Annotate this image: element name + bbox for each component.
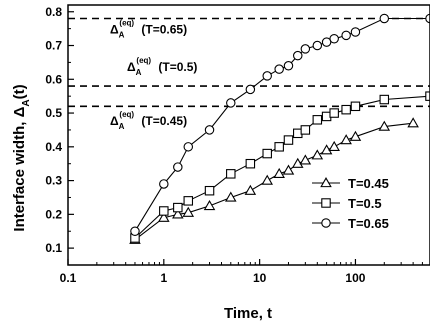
data-point-circle (300, 44, 311, 54)
data-point-circle (312, 40, 323, 51)
data-point-square (262, 148, 272, 159)
y-axis-title: Interface width, ΔA(t) (11, 84, 32, 231)
plot-frame (67, 4, 430, 266)
data-point-circle (341, 30, 351, 41)
data-point-triangle (182, 206, 195, 217)
data-point-triangle (349, 130, 362, 141)
legend-label: T=0.5 (348, 196, 382, 211)
legend-item: T=0.45 (312, 176, 389, 191)
data-point-square (350, 101, 361, 112)
data-point-circle (379, 13, 390, 24)
y-tick-label: 0.1 (45, 241, 62, 255)
reference-label-symbol: Δ (127, 60, 136, 74)
data-point-triangle (172, 208, 184, 219)
data-point-square (379, 94, 390, 105)
x-tick-label: 0.1 (60, 271, 77, 285)
reference-line-label: ΔA (eq) (T=0.45) (110, 110, 187, 131)
y-tick-label: 0.2 (45, 207, 62, 221)
y-tick-label: 0.3 (45, 174, 62, 188)
reference-lines: ΔA(eq) (T=0.65)ΔA(eq) (T=0.5)ΔA(eq) (T=0… (68, 17, 430, 131)
reference-line-label: ΔA (eq) (T=0.65) (110, 19, 187, 40)
data-point-triangle (273, 167, 285, 179)
reference-label-sub: A (119, 31, 125, 40)
reference-label-sub: A (136, 68, 142, 77)
data-point-triangle (340, 134, 352, 145)
legend-label: T=0.45 (348, 176, 389, 191)
reference-label-sub: A (119, 122, 125, 131)
y-tick-label: 0.5 (45, 106, 62, 120)
y-tick-label: 0.8 (45, 5, 62, 19)
data-point-square (283, 135, 294, 145)
data-point-square (204, 185, 215, 196)
reference-label-suffix: (T=0.65) (138, 23, 187, 37)
data-point-triangle (282, 164, 295, 175)
data-point-square (183, 196, 194, 206)
data-point-circle (173, 162, 183, 172)
data-point-square (274, 142, 284, 152)
data-point-circle (226, 98, 236, 108)
data-point-triangle (320, 144, 333, 155)
legend-item: T=0.5 (312, 196, 382, 211)
data-point-triangle (407, 117, 419, 128)
data-point-circle (245, 84, 256, 95)
reference-label-symbol: Δ (110, 23, 119, 37)
data-point-triangle (158, 211, 170, 222)
reference-label-symbol: Δ (110, 114, 119, 128)
data-point-circle (321, 218, 331, 228)
data-point-square (173, 202, 183, 213)
x-tick-label: 1 (160, 271, 167, 285)
data-point-triangle (291, 157, 304, 168)
data-point-triangle (203, 199, 216, 211)
data-point-triangle (320, 177, 332, 188)
data-point-square (159, 206, 169, 216)
legend: T=0.45 T=0.5 T=0.65 (312, 176, 389, 231)
x-axis-title: Time, t (224, 305, 272, 322)
legend-label: T=0.65 (348, 216, 389, 231)
reference-label-suffix: (T=0.45) (138, 114, 187, 128)
legend-item: T=0.65 (312, 216, 389, 231)
data-point-square (341, 104, 351, 115)
data-point-circle (321, 37, 332, 47)
reference-label-sup: (eq) (119, 110, 134, 119)
reference-label-sup: (eq) (136, 56, 151, 65)
data-point-square (226, 169, 236, 179)
data-point-circle (262, 71, 272, 81)
data-point-square (300, 125, 311, 135)
data-point-square (312, 115, 323, 125)
reference-label-suffix: (T=0.5) (155, 60, 197, 74)
y-axis-title-main: Interface width, Δ (11, 106, 28, 231)
data-point-square (329, 108, 339, 118)
y-axis-title-suffix: (t) (11, 84, 28, 99)
data-point-triangle (311, 149, 324, 160)
data-point-triangle (328, 140, 340, 151)
data-point-circle (204, 125, 215, 135)
reference-line-label: ΔA (eq) (T=0.5) (127, 56, 197, 77)
y-axis-title-sub: A (21, 99, 32, 106)
data-point-circle (183, 142, 194, 152)
axis-ticks: 0.1 1 10 100 0.1 0.2 0.3 0.4 0.5 0.6 0.7 0.8 (45, 5, 423, 285)
data-point-triangle (299, 154, 312, 165)
data-point-circle (329, 34, 339, 44)
series-square (130, 91, 430, 243)
series-layer (129, 13, 430, 244)
data-point-circle (159, 179, 169, 189)
data-point-circle (283, 61, 294, 71)
reference-label-sup: (eq) (119, 19, 134, 28)
y-tick-label: 0.7 (45, 39, 62, 53)
x-tick-label: 10 (253, 271, 267, 285)
data-point-square (321, 198, 331, 208)
data-point-square (245, 158, 256, 169)
x-tick-label: 100 (345, 271, 365, 285)
data-point-triangle (261, 174, 273, 185)
data-point-triangle (378, 120, 391, 131)
y-tick-label: 0.6 (45, 72, 62, 86)
data-point-triangle (244, 184, 257, 195)
data-point-circle (130, 226, 140, 236)
y-tick-label: 0.4 (45, 140, 62, 154)
data-point-circle (293, 50, 303, 61)
data-point-circle (274, 64, 284, 74)
data-point-circle (350, 27, 361, 37)
data-point-triangle (225, 191, 237, 202)
